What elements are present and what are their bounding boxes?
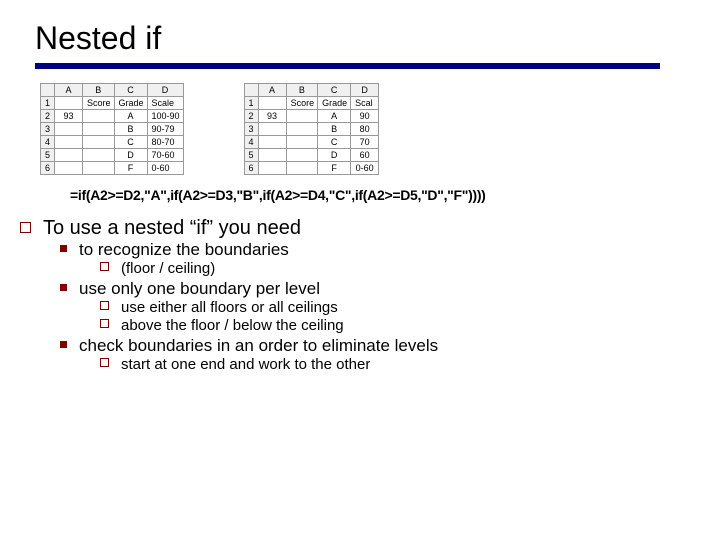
table-cell (286, 162, 318, 175)
bullet-l3: use either all floors or all ceilings (100, 299, 690, 317)
table-cell: 2 (244, 110, 258, 123)
table-cell (55, 149, 83, 162)
table-cell: 100-90 (147, 110, 183, 123)
table-cell: B (318, 123, 351, 136)
table-cell: A (258, 84, 286, 97)
table-cell: 3 (41, 123, 55, 136)
table-cell: D (318, 149, 351, 162)
table-cell (83, 123, 115, 136)
table-cell: 90-79 (147, 123, 183, 136)
table-cell: 93 (258, 110, 286, 123)
table-cell: C (318, 136, 351, 149)
table-cell: F (318, 162, 351, 175)
table-cell: A (55, 84, 83, 97)
table-cell: D (114, 149, 147, 162)
table-cell: 2 (41, 110, 55, 123)
table-cell: Score (286, 97, 318, 110)
table-cell (244, 84, 258, 97)
table-cell (286, 136, 318, 149)
tables-container: A B C D 1 Score Grade Scale 2 93 A 100-9… (40, 83, 690, 175)
table-left: A B C D 1 Score Grade Scale 2 93 A 100-9… (40, 83, 184, 175)
table-cell: 90 (351, 110, 379, 123)
bullet-l2: to recognize the boundaries (floor / cei… (60, 240, 690, 278)
bullet-text: use either all floors or all ceilings (121, 299, 338, 316)
table-cell: 93 (55, 110, 83, 123)
table-cell: 0-60 (351, 162, 379, 175)
table-cell (286, 123, 318, 136)
table-cell: Grade (318, 97, 351, 110)
table-cell: 6 (244, 162, 258, 175)
bullet-text: to recognize the boundaries (79, 240, 289, 259)
table-cell: D (147, 84, 183, 97)
table-cell (55, 162, 83, 175)
table-cell (258, 162, 286, 175)
table-cell (258, 123, 286, 136)
bullet-text: use only one boundary per level (79, 279, 320, 298)
table-cell: 80-70 (147, 136, 183, 149)
table-cell (286, 110, 318, 123)
bullet-text: To use a nested “if” you need (43, 217, 301, 239)
table-cell: C (114, 84, 147, 97)
table-cell: 5 (41, 149, 55, 162)
bullet-l2: use only one boundary per level use eith… (60, 279, 690, 335)
table-cell: B (114, 123, 147, 136)
table-cell: 4 (41, 136, 55, 149)
table-cell: Scal (351, 97, 379, 110)
bullet-l2: check boundaries in an order to eliminat… (60, 336, 690, 374)
bullet-l3: start at one end and work to the other (100, 356, 690, 374)
table-cell: Score (83, 97, 115, 110)
page-title: Nested if (35, 20, 690, 57)
table-cell: 1 (41, 97, 55, 110)
table-cell: B (286, 84, 318, 97)
table-cell: 5 (244, 149, 258, 162)
table-cell: 4 (244, 136, 258, 149)
table-cell (83, 162, 115, 175)
table-cell: 80 (351, 123, 379, 136)
bullet-l3: (floor / ceiling) (100, 260, 690, 278)
table-cell: 1 (244, 97, 258, 110)
table-cell: F (114, 162, 147, 175)
table-cell: C (114, 136, 147, 149)
title-underline (35, 63, 660, 69)
table-cell: 3 (244, 123, 258, 136)
table-cell: Grade (114, 97, 147, 110)
table-cell: A (114, 110, 147, 123)
table-cell: 6 (41, 162, 55, 175)
table-cell (83, 136, 115, 149)
table-cell (83, 149, 115, 162)
table-cell: Scale (147, 97, 183, 110)
table-cell (55, 136, 83, 149)
table-cell: 60 (351, 149, 379, 162)
table-cell: 70-60 (147, 149, 183, 162)
bullet-text: (floor / ceiling) (121, 260, 215, 277)
table-cell (258, 149, 286, 162)
table-cell (258, 136, 286, 149)
table-cell: 0-60 (147, 162, 183, 175)
table-cell: C (318, 84, 351, 97)
bullet-text: start at one end and work to the other (121, 356, 370, 373)
bullet-l3: above the floor / below the ceiling (100, 317, 690, 335)
table-cell (41, 84, 55, 97)
table-cell (55, 123, 83, 136)
table-cell: A (318, 110, 351, 123)
table-cell (83, 110, 115, 123)
table-cell: B (83, 84, 115, 97)
bullet-l1: To use a nested “if” you need to recogni… (20, 217, 690, 374)
table-cell (258, 97, 286, 110)
formula-text: =if(A2>=D2,"A",if(A2>=D3,"B",if(A2>=D4,"… (70, 187, 690, 203)
bullet-text: above the floor / below the ceiling (121, 317, 344, 334)
table-cell: D (351, 84, 379, 97)
table-cell: 70 (351, 136, 379, 149)
table-cell (55, 97, 83, 110)
bullet-text: check boundaries in an order to eliminat… (79, 336, 438, 355)
table-cell (286, 149, 318, 162)
table-right: A B C D 1 Score Grade Scal 2 93 A 90 3 (244, 83, 380, 175)
